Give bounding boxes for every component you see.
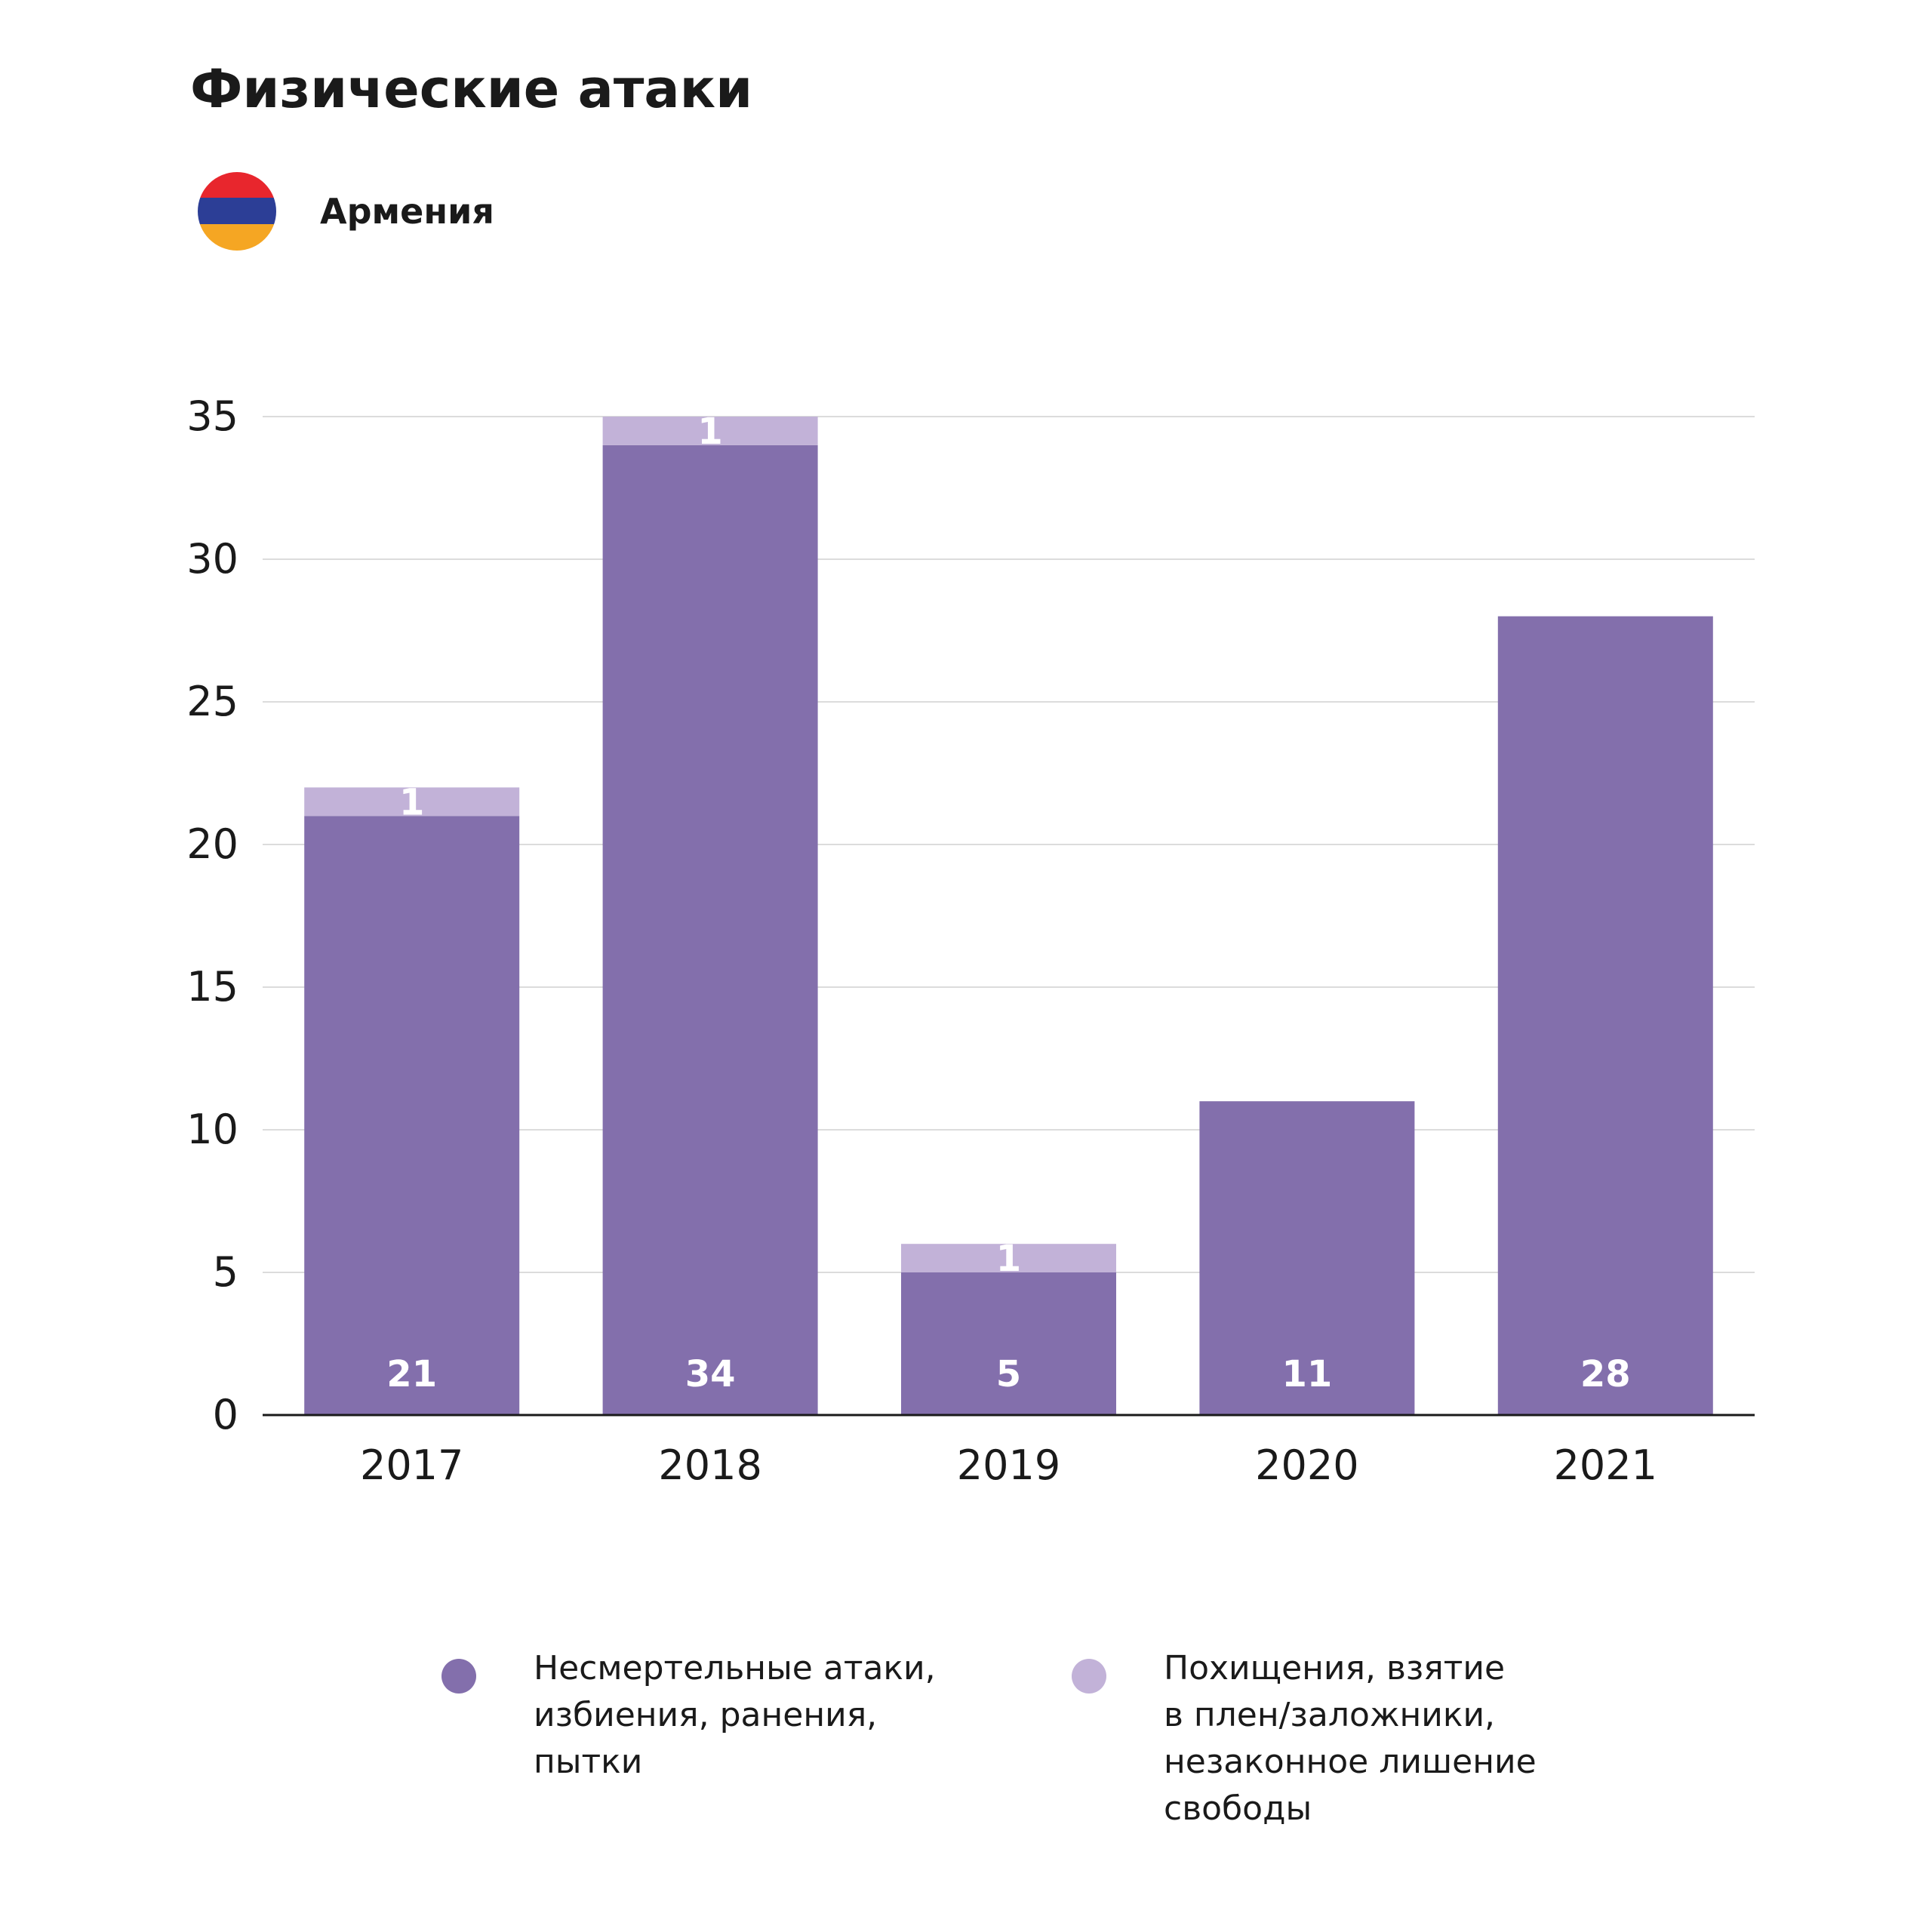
x-tick-label: 2021 (1554, 1441, 1657, 1489)
legend-label-abductions: Похищения, взятие в плен/заложники, неза… (1164, 1649, 1537, 1828)
bar-segment (304, 787, 520, 817)
x-tick-label: 2019 (957, 1441, 1060, 1489)
country-badge: Армения (198, 172, 494, 251)
bar-value-label: 11 (1282, 1353, 1333, 1395)
bar-segment (602, 417, 818, 445)
bar-value-label: 1 (399, 781, 424, 823)
x-tick-label: 2020 (1255, 1441, 1358, 1489)
bar-value-label: 21 (386, 1353, 437, 1395)
y-tick-label: 25 (186, 678, 238, 725)
bar-value-label: 34 (685, 1353, 736, 1395)
bar-segment (901, 1244, 1116, 1272)
bar-segment (602, 445, 818, 1415)
y-tick-label: 20 (186, 820, 238, 868)
legend-label-nonlethal: Несмертельные атаки, избиения, ранения, … (534, 1649, 936, 1781)
bar-segment (1199, 1101, 1415, 1415)
y-tick-label: 10 (186, 1106, 238, 1153)
chart-title: Физические атаки (190, 58, 753, 120)
bar-segment (304, 816, 520, 1415)
country-name: Армения (320, 191, 494, 232)
legend-swatch-abductions (1072, 1659, 1106, 1694)
bar-segment (1497, 616, 1713, 1415)
bar-value-label: 1 (697, 411, 722, 453)
legend-item-abductions: Похищения, взятие в плен/заложники, неза… (1072, 1645, 1537, 1832)
bar-segment (901, 1272, 1116, 1415)
y-tick-label: 15 (186, 963, 238, 1011)
bar-value-label: 5 (996, 1353, 1021, 1395)
y-tick-label: 35 (186, 392, 238, 440)
y-tick-label: 30 (186, 535, 238, 583)
legend-item-nonlethal: Несмертельные атаки, избиения, ранения, … (441, 1645, 936, 1786)
bar-value-label: 28 (1580, 1353, 1631, 1395)
x-tick-label: 2018 (658, 1441, 761, 1489)
y-tick-label: 5 (213, 1248, 238, 1296)
bar-value-label: 1 (996, 1238, 1021, 1280)
flag-stripe-blue (198, 198, 276, 225)
x-tick-label: 2017 (360, 1441, 463, 1489)
legend-swatch-nonlethal (441, 1659, 476, 1694)
y-tick-label: 0 (213, 1391, 238, 1438)
